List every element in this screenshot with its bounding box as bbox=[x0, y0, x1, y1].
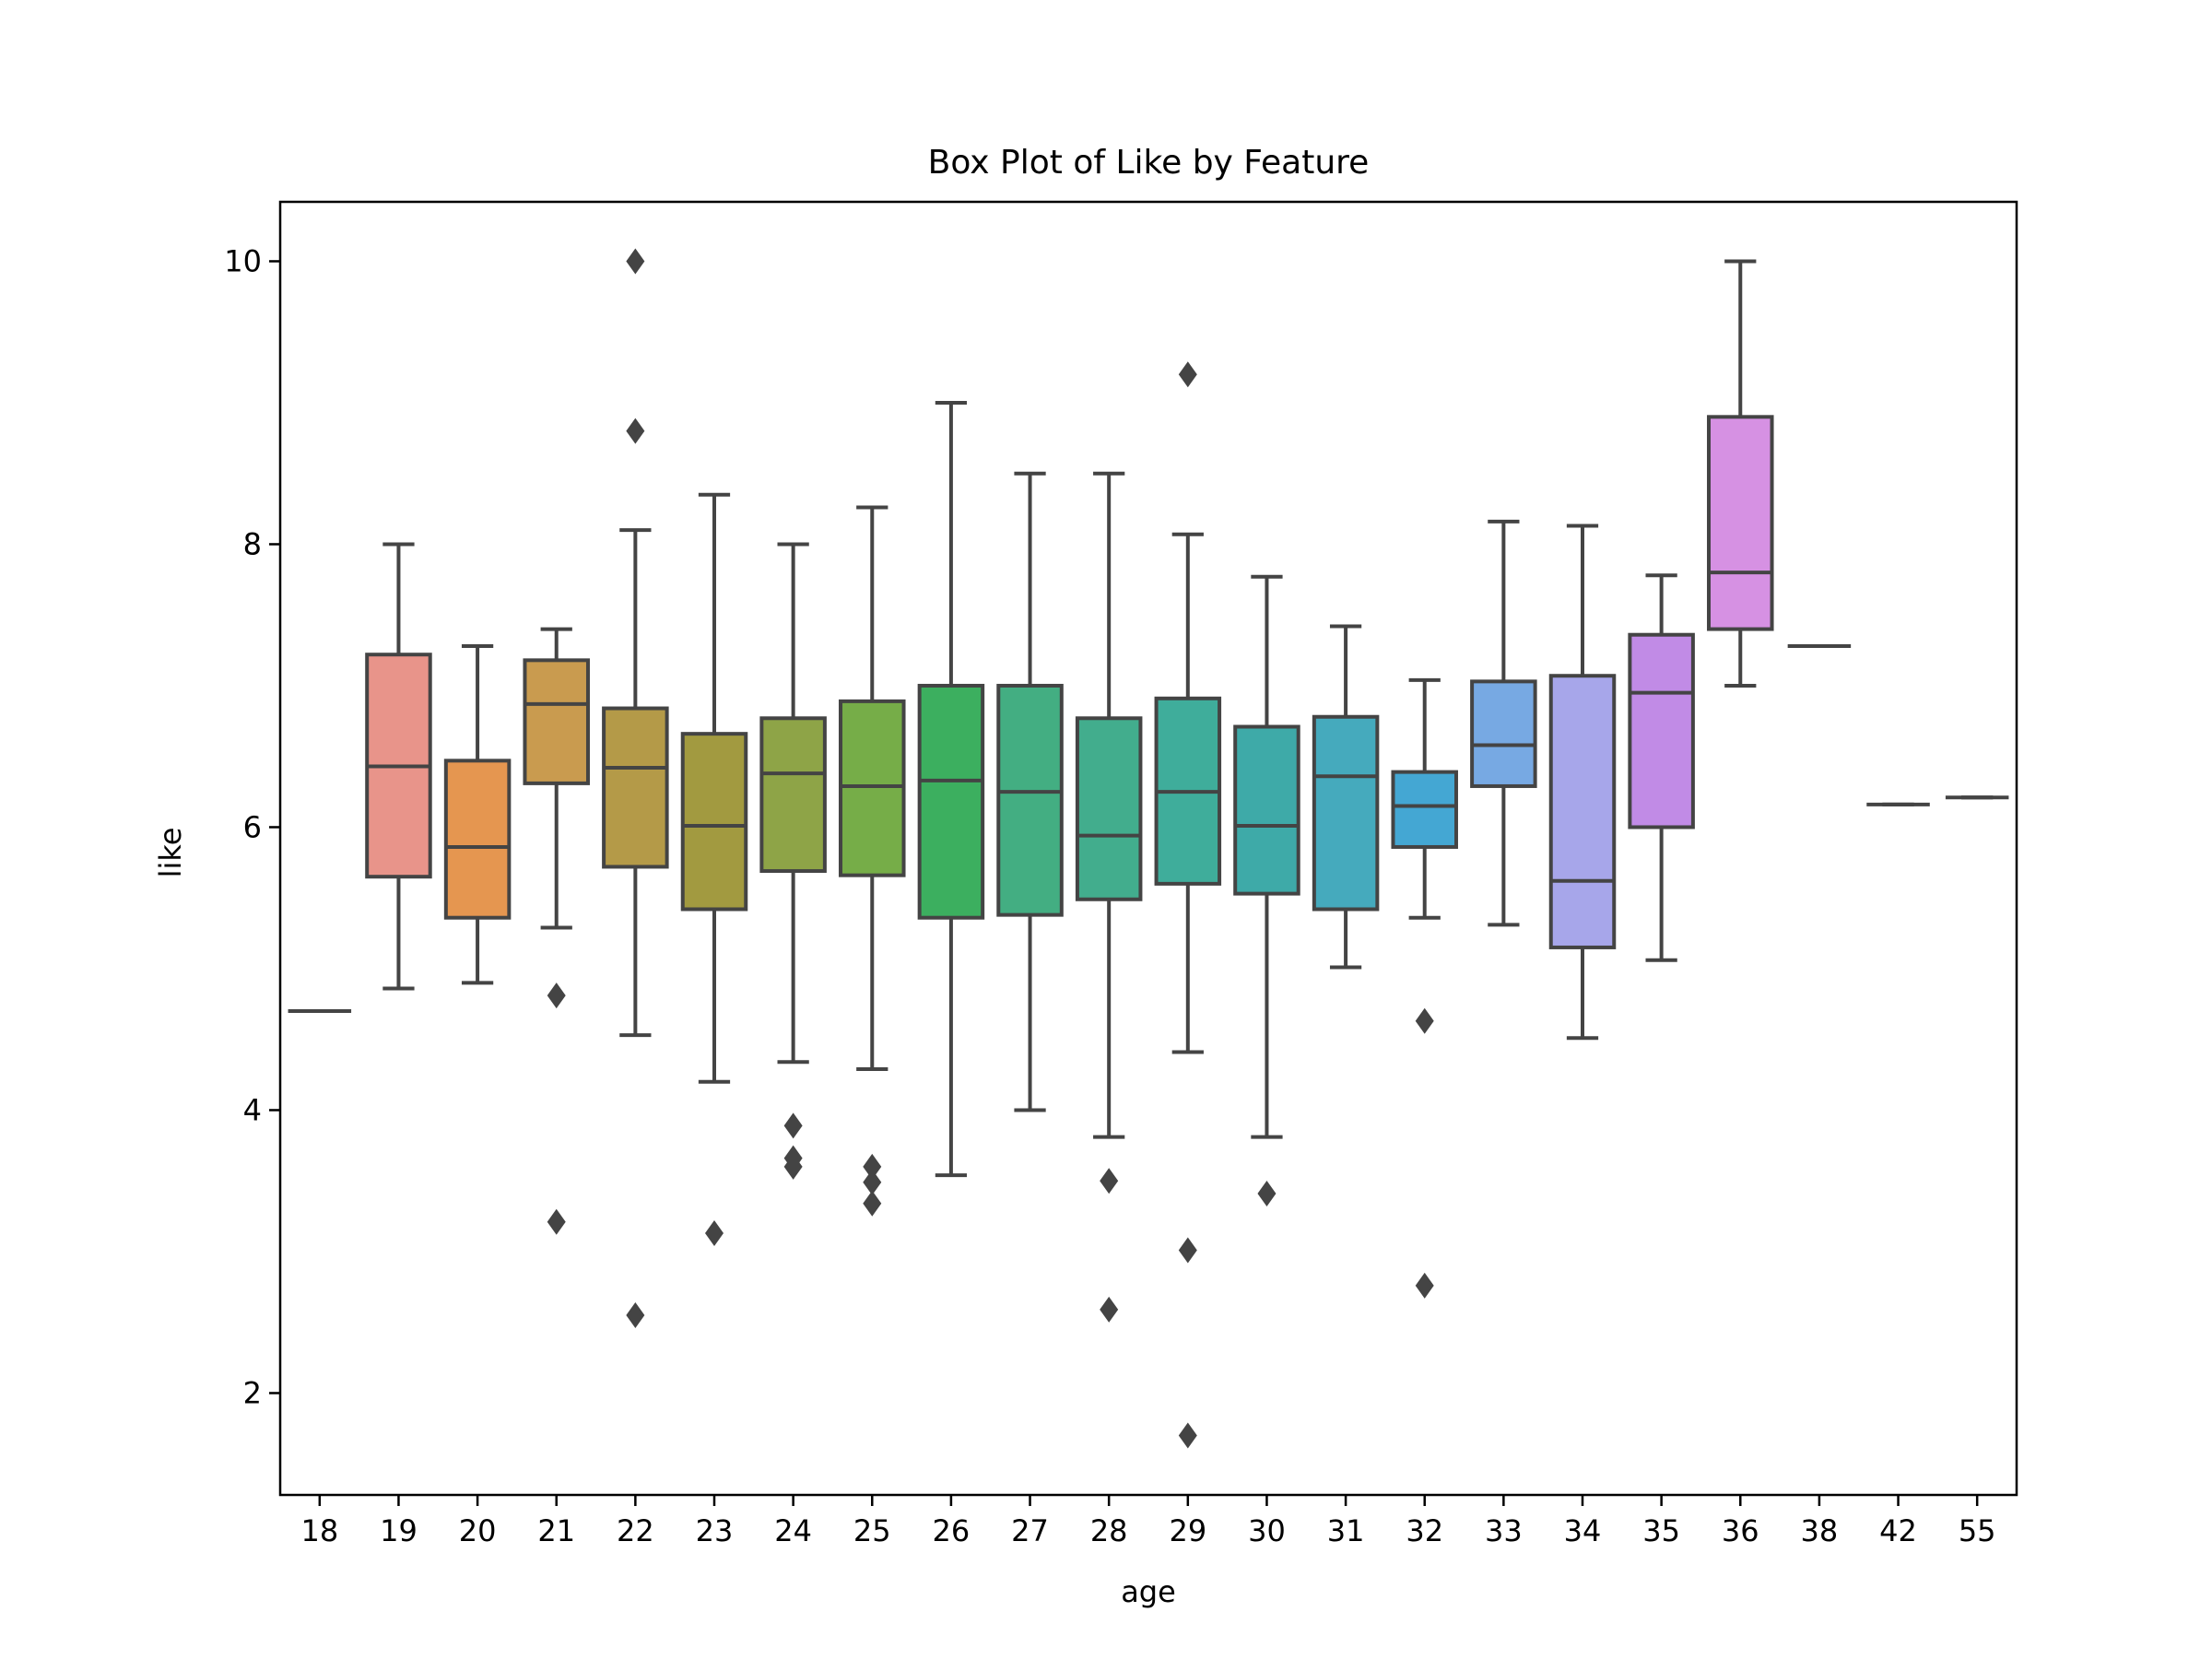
plot-area bbox=[288, 248, 2009, 1449]
outlier-point bbox=[1415, 1272, 1434, 1299]
iqr-box bbox=[996, 683, 1064, 917]
y-tick-label: 6 bbox=[243, 809, 262, 844]
x-tick-label: 24 bbox=[774, 1513, 812, 1548]
box-25 bbox=[839, 505, 906, 1217]
outlier-point bbox=[626, 1302, 645, 1329]
outlier-point bbox=[547, 982, 566, 1009]
x-tick-label: 19 bbox=[380, 1513, 418, 1548]
iqr-box bbox=[759, 716, 827, 874]
box-29 bbox=[1154, 361, 1222, 1449]
box-22 bbox=[602, 248, 669, 1329]
box-32 bbox=[1391, 677, 1458, 1299]
x-tick-label: 18 bbox=[300, 1513, 338, 1548]
plot-frame bbox=[278, 200, 2018, 1497]
iqr-box bbox=[917, 683, 985, 920]
iqr-box bbox=[602, 706, 669, 869]
x-tick-label: 38 bbox=[1801, 1513, 1839, 1548]
x-axis-label: age bbox=[1121, 1574, 1176, 1609]
box-34 bbox=[1548, 524, 1617, 1041]
iqr-box bbox=[1628, 632, 1695, 830]
iqr-box bbox=[1075, 716, 1143, 901]
outlier-point bbox=[626, 418, 645, 444]
outlier-point bbox=[1257, 1181, 1277, 1207]
outlier-point bbox=[1100, 1168, 1119, 1194]
outlier-point bbox=[863, 1169, 882, 1195]
outlier-point bbox=[1100, 1296, 1119, 1323]
y-axis: 2 4 6 8 10 bbox=[224, 243, 280, 1410]
y-tick-label: 8 bbox=[243, 526, 262, 561]
x-tick-label: 36 bbox=[1722, 1513, 1759, 1548]
box-19 bbox=[365, 542, 432, 991]
outlier-point bbox=[1178, 361, 1197, 388]
box-26 bbox=[917, 400, 985, 1178]
box-23 bbox=[680, 492, 748, 1247]
y-tick-label: 2 bbox=[243, 1375, 262, 1410]
outlier-point bbox=[547, 1208, 566, 1235]
iqr-box bbox=[1548, 674, 1617, 949]
x-tick-label: 22 bbox=[617, 1513, 654, 1548]
iqr-box bbox=[1391, 770, 1458, 849]
x-axis: 18 19 20 21 22 23 24 25 26 27 28 29 30 31 32 33 34 35 36 38… bbox=[300, 1495, 1996, 1548]
x-tick-label: 29 bbox=[1169, 1513, 1206, 1548]
x-tick-label: 32 bbox=[1406, 1513, 1443, 1548]
x-tick-label: 30 bbox=[1248, 1513, 1286, 1548]
iqr-box bbox=[523, 658, 590, 785]
outlier-point bbox=[783, 1153, 803, 1180]
x-tick-label: 23 bbox=[696, 1513, 734, 1548]
outlier-point bbox=[1178, 1237, 1197, 1264]
box-33 bbox=[1470, 519, 1537, 927]
x-tick-label: 42 bbox=[1879, 1513, 1917, 1548]
outlier-point bbox=[1178, 1422, 1197, 1449]
box-31 bbox=[1312, 624, 1380, 970]
y-axis-label: like bbox=[153, 828, 188, 878]
box-24 bbox=[759, 542, 827, 1180]
outlier-point bbox=[705, 1220, 724, 1247]
x-tick-label: 26 bbox=[933, 1513, 971, 1548]
chart-title: Box Plot of Like by Feature bbox=[928, 144, 1370, 182]
iqr-box bbox=[839, 699, 906, 877]
outlier-point bbox=[783, 1112, 803, 1139]
box-35 bbox=[1628, 573, 1695, 962]
x-tick-label: 35 bbox=[1642, 1513, 1680, 1548]
box-28 bbox=[1075, 471, 1143, 1323]
box-20 bbox=[443, 643, 512, 985]
iqr-box bbox=[443, 759, 512, 920]
box-30 bbox=[1233, 574, 1300, 1207]
iqr-box bbox=[1312, 714, 1380, 912]
iqr-box bbox=[1233, 724, 1300, 896]
box-27 bbox=[996, 471, 1064, 1112]
x-tick-label: 55 bbox=[1959, 1513, 1996, 1548]
x-tick-label: 27 bbox=[1011, 1513, 1049, 1548]
iqr-box bbox=[1470, 679, 1537, 788]
x-tick-label: 25 bbox=[853, 1513, 891, 1548]
y-tick-label: 4 bbox=[243, 1092, 262, 1127]
x-tick-label: 21 bbox=[537, 1513, 575, 1548]
box-36 bbox=[1707, 259, 1774, 688]
outlier-point bbox=[1415, 1007, 1434, 1034]
x-tick-label: 28 bbox=[1090, 1513, 1128, 1548]
outlier-point bbox=[626, 248, 645, 275]
iqr-box bbox=[1707, 415, 1774, 631]
box-21 bbox=[523, 627, 590, 1235]
x-tick-label: 34 bbox=[1564, 1513, 1602, 1548]
x-tick-label: 20 bbox=[459, 1513, 497, 1548]
x-tick-label: 31 bbox=[1327, 1513, 1365, 1548]
y-tick-label: 10 bbox=[224, 243, 262, 278]
outlier-point bbox=[863, 1153, 882, 1180]
outlier-point bbox=[863, 1190, 882, 1217]
x-tick-label: 33 bbox=[1485, 1513, 1523, 1548]
iqr-box bbox=[680, 732, 748, 912]
